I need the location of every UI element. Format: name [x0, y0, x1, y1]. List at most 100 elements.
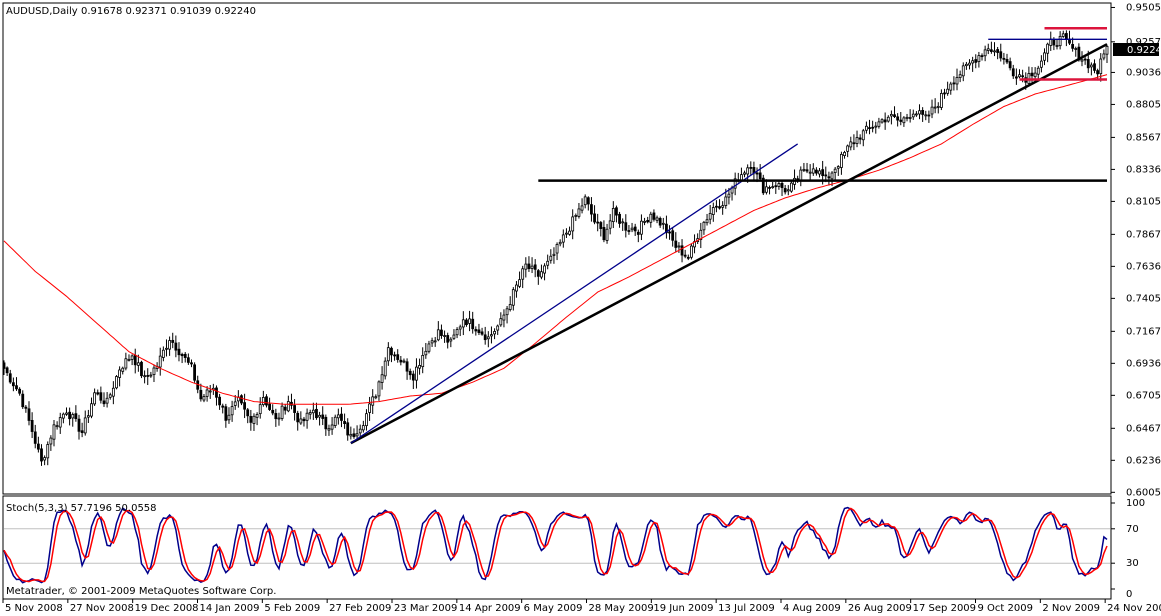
candle-body: [249, 416, 253, 423]
candle: [190, 359, 193, 368]
candle-body: [171, 339, 175, 343]
candle: [465, 318, 468, 327]
candle-body: [58, 417, 62, 428]
candle: [218, 393, 222, 410]
candle-body: [799, 169, 803, 181]
candle: [568, 226, 571, 236]
time-axis-tick-label: 5 Feb 2009: [264, 603, 320, 614]
candle: [380, 366, 384, 390]
candle-body: [755, 172, 759, 175]
candle: [430, 337, 434, 347]
candle: [468, 310, 471, 332]
candle-body: [265, 396, 268, 406]
candle-body: [465, 319, 468, 326]
candle: [361, 420, 365, 433]
candle-body: [52, 424, 56, 440]
candle-body: [258, 404, 262, 415]
candle: [630, 222, 634, 233]
candle: [1074, 46, 1078, 57]
candle: [230, 400, 234, 422]
candle: [905, 113, 909, 122]
stochastic-pane[interactable]: [2, 495, 1112, 600]
candle-body: [477, 329, 481, 333]
candle: [71, 412, 75, 427]
candle: [299, 411, 303, 425]
candle-body: [433, 340, 437, 343]
candle-body: [899, 119, 903, 122]
candle: [415, 358, 418, 389]
candle: [880, 118, 884, 124]
candle: [158, 347, 162, 376]
candle: [27, 401, 31, 426]
candle-body: [83, 417, 87, 434]
candle-body: [102, 400, 106, 405]
candle: [999, 43, 1003, 62]
candle-body: [505, 308, 509, 316]
candle-body: [711, 207, 715, 215]
candle: [1102, 49, 1106, 61]
candle: [502, 309, 506, 328]
candle: [111, 381, 115, 405]
candle: [543, 263, 546, 281]
candle-body: [1021, 75, 1025, 78]
candle-body: [805, 169, 809, 172]
candle-body: [958, 74, 962, 78]
candle: [802, 162, 806, 173]
candle: [408, 368, 412, 380]
candle-body: [877, 121, 881, 127]
candle-body: [661, 222, 665, 225]
candle-body: [971, 60, 975, 64]
candle-body: [865, 125, 868, 131]
candle: [327, 424, 331, 436]
time-axis-tick-label: 24 Nov 2009: [1107, 603, 1161, 614]
candle-body: [683, 254, 687, 257]
candle-body: [371, 396, 375, 406]
candle-body: [627, 230, 631, 232]
candle-body: [908, 117, 912, 119]
candle: [377, 380, 381, 401]
copyright-label: Metatrader, © 2001-2009 MetaQuotes Softw…: [6, 586, 276, 597]
candle-body: [849, 141, 853, 148]
candle-body: [871, 126, 875, 129]
candle: [986, 43, 990, 55]
candle-body: [1083, 58, 1087, 61]
candle: [849, 136, 853, 151]
candle: [152, 364, 156, 383]
candle-body: [55, 425, 59, 428]
candle: [533, 259, 537, 278]
candle: [455, 327, 459, 339]
candle-body: [646, 219, 650, 223]
candle-body: [1089, 64, 1093, 68]
candle-body: [993, 50, 996, 53]
candle: [661, 217, 665, 230]
candle-body: [955, 77, 959, 85]
candle-body: [1014, 76, 1018, 79]
candle: [477, 323, 481, 336]
candle: [946, 81, 950, 96]
candle-body: [483, 334, 487, 341]
candle: [471, 311, 475, 334]
candle-body: [574, 215, 578, 217]
candle-body: [690, 245, 693, 258]
candle: [15, 377, 18, 391]
candle-body: [221, 405, 225, 408]
candle: [324, 414, 328, 436]
stochastic-title: Stoch(5,3,3) 57.7196 50.0558: [6, 503, 157, 514]
candle: [83, 410, 87, 436]
time-axis-tick-label: 9 Oct 2009: [977, 603, 1032, 614]
candle: [702, 220, 706, 235]
stochastic-series: [3, 506, 1110, 584]
candle-body: [830, 172, 834, 180]
candle-body: [490, 334, 493, 337]
candle-body: [230, 406, 234, 416]
candle-body: [824, 174, 828, 177]
candle: [1011, 64, 1015, 79]
candle-body: [668, 231, 671, 234]
candle: [386, 342, 390, 366]
candle-body: [65, 412, 68, 415]
candle: [136, 354, 140, 372]
candle: [1014, 68, 1018, 85]
